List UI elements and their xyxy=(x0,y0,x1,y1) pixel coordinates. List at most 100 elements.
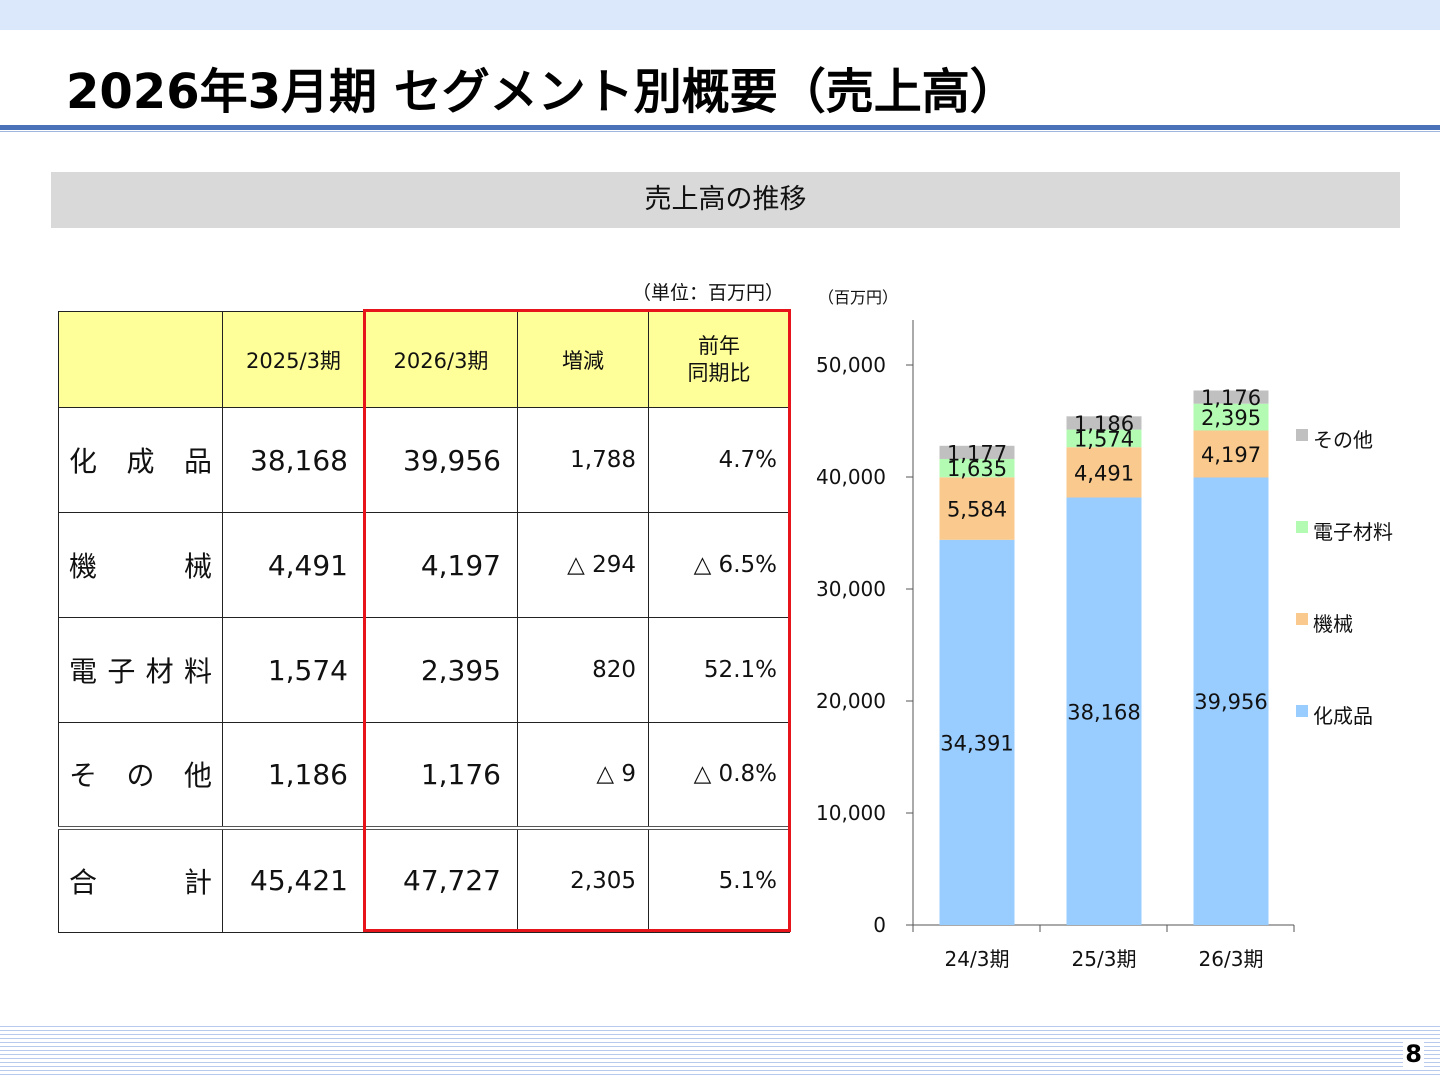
legend-swatch xyxy=(1296,429,1308,441)
bar-segment xyxy=(1066,429,1142,448)
curr-value: 2,395 xyxy=(364,617,518,723)
bar-segment xyxy=(1193,477,1269,925)
curr-value: 39,956 xyxy=(364,407,518,513)
diff-value: 820 xyxy=(517,617,649,723)
label-char: 機 xyxy=(69,550,98,583)
y-tick-label: 0 xyxy=(873,913,886,937)
label-char: 材 xyxy=(145,655,174,688)
bar-segment xyxy=(1193,390,1269,404)
table-header-row: 2025/3期 2026/3期 増減 前年 同期比 xyxy=(58,311,790,408)
y-tick-label: 20,000 xyxy=(816,689,886,713)
bar-segment xyxy=(939,445,1015,459)
bar-segment xyxy=(939,458,1015,478)
top-band xyxy=(0,0,1440,30)
label-char: そ xyxy=(69,759,98,793)
table-row: 電 子 材 料 1,574 2,395 820 52.1% xyxy=(58,617,790,723)
legend-label: 化成品 xyxy=(1313,704,1373,728)
table-row: 化 成 品 38,168 39,956 1,788 4.7% xyxy=(58,407,790,513)
ratio-value: 52.1% xyxy=(648,617,790,723)
page-number: 8 xyxy=(1403,1040,1424,1068)
ratio-value: △ 0.8% xyxy=(648,722,790,828)
x-tick-label: 24/3期 xyxy=(945,947,1010,971)
label-char: 電 xyxy=(69,655,98,688)
label-char: 化 xyxy=(69,445,98,478)
bar-data-label: 4,197 xyxy=(1201,443,1261,467)
bar-data-label: 1,186 xyxy=(1074,412,1134,436)
table-total-row: 合 計 45,421 47,727 2,305 5.1% xyxy=(58,825,790,933)
row-label: 機 械 xyxy=(58,512,223,618)
table-row: 機 械 4,491 4,197 △ 294 △ 6.5% xyxy=(58,512,790,618)
y-tick-label: 40,000 xyxy=(816,465,886,489)
header-yoy-ratio: 前年 同期比 xyxy=(648,311,790,408)
legend-label: 電子材料 xyxy=(1313,520,1393,544)
curr-value: 4,197 xyxy=(364,512,518,618)
label-char: の xyxy=(126,759,155,793)
bar-segment xyxy=(1193,403,1269,431)
label-char: 合 xyxy=(69,865,98,899)
bar-data-label: 1,177 xyxy=(947,441,1007,465)
bar-segment xyxy=(1066,447,1142,498)
bar-data-label: 5,584 xyxy=(947,498,1007,522)
prev-value: 1,186 xyxy=(222,722,365,828)
ratio-value: 5.1% xyxy=(648,825,790,933)
legend-label: 機械 xyxy=(1313,612,1353,636)
row-label: 化 成 品 xyxy=(58,407,223,513)
bar-segment xyxy=(1193,430,1269,478)
y-tick-label: 10,000 xyxy=(816,801,886,825)
header-prev-period: 2025/3期 xyxy=(222,311,365,408)
bar-segment xyxy=(939,539,1015,925)
prev-value: 38,168 xyxy=(222,407,365,513)
bar-segment xyxy=(939,477,1015,540)
curr-value: 47,727 xyxy=(364,825,518,933)
bar-data-label: 1,574 xyxy=(1074,427,1134,451)
label-char: 成 xyxy=(126,445,155,478)
prev-value: 45,421 xyxy=(222,825,365,933)
title-rule-thin xyxy=(0,131,1440,132)
bar-data-label: 1,635 xyxy=(947,457,1007,481)
header-curr-period: 2026/3期 xyxy=(364,311,518,408)
label-char: 子 xyxy=(107,655,136,688)
ratio-value: 4.7% xyxy=(648,407,790,513)
table-row: そ の 他 1,186 1,176 △ 9 △ 0.8% xyxy=(58,722,790,828)
section-heading-bar: 売上高の推移 xyxy=(51,172,1400,228)
segment-sales-table: 2025/3期 2026/3期 増減 前年 同期比 化 成 品 38,168 3… xyxy=(58,311,790,933)
header-diff: 増減 xyxy=(517,311,649,408)
bar-data-label: 2,395 xyxy=(1201,406,1261,430)
label-char: 計 xyxy=(183,865,212,899)
prev-value: 4,491 xyxy=(222,512,365,618)
bar-data-label: 38,168 xyxy=(1067,700,1140,724)
bar-segment xyxy=(1066,497,1142,925)
row-label: 電 子 材 料 xyxy=(58,617,223,723)
legend-swatch xyxy=(1296,521,1308,533)
footer-stripes xyxy=(0,1026,1440,1076)
label-char: 他 xyxy=(183,759,212,793)
legend-swatch xyxy=(1296,705,1308,717)
title-rule xyxy=(0,125,1440,130)
diff-value: △ 9 xyxy=(517,722,649,828)
label-char: 械 xyxy=(183,550,212,583)
bar-segment xyxy=(1066,416,1142,430)
row-label: 合 計 xyxy=(58,825,223,933)
header-cell-blank xyxy=(58,311,223,408)
ratio-value: △ 6.5% xyxy=(648,512,790,618)
legend-swatch xyxy=(1296,613,1308,625)
bar-data-label: 39,956 xyxy=(1194,690,1267,714)
legend-label: その他 xyxy=(1313,428,1373,452)
x-tick-label: 26/3期 xyxy=(1199,947,1264,971)
chart-unit-label: （百万円） xyxy=(818,288,899,307)
label-char: 料 xyxy=(183,655,212,688)
section-heading: 売上高の推移 xyxy=(644,184,807,215)
y-tick-label: 30,000 xyxy=(816,577,886,601)
table-unit-note: （単位：百万円） xyxy=(632,282,785,304)
slide-title: 2026年3月期 セグメント別概要（売上高） xyxy=(66,64,1018,120)
bar-data-label: 4,491 xyxy=(1074,461,1134,485)
label-char: 品 xyxy=(183,445,212,478)
bar-data-label: 1,176 xyxy=(1201,386,1261,410)
bar-data-label: 34,391 xyxy=(940,731,1013,755)
y-tick-label: 50,000 xyxy=(816,353,886,377)
diff-value: 1,788 xyxy=(517,407,649,513)
diff-value: △ 294 xyxy=(517,512,649,618)
diff-value: 2,305 xyxy=(517,825,649,933)
x-tick-label: 25/3期 xyxy=(1072,947,1137,971)
sales-stacked-bar-chart: 0 10,000 20,000 30,000 40,000 50,000 34,391 5,5… xyxy=(816,320,1393,971)
